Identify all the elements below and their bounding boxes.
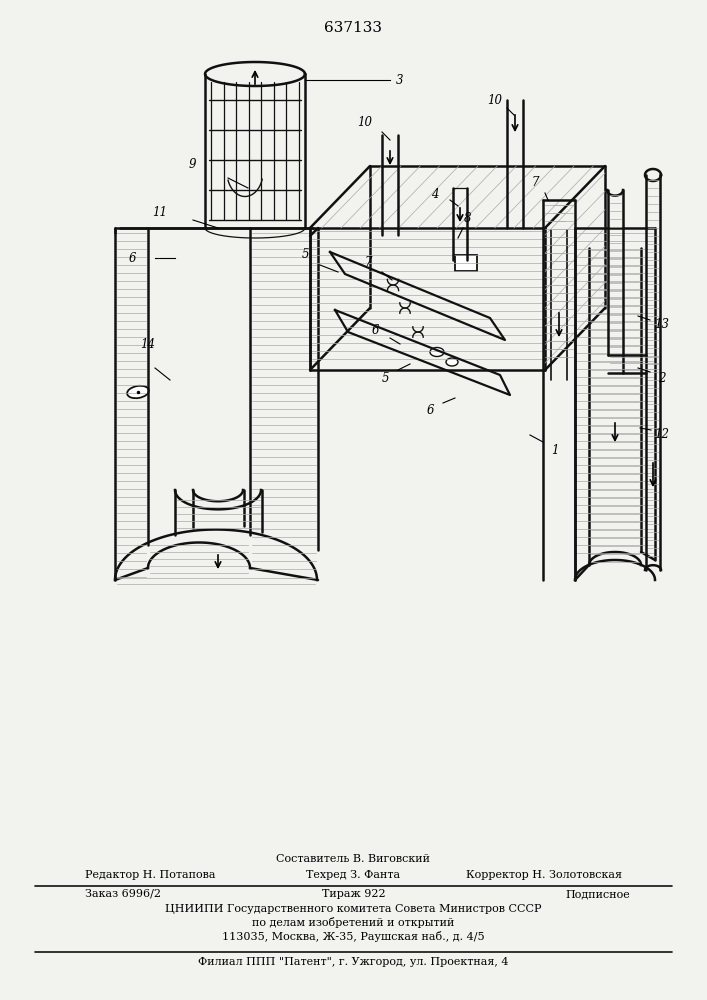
- Bar: [455, 255, 477, 271]
- Text: 113035, Москва, Ж-35, Раушская наб., д. 4/5: 113035, Москва, Ж-35, Раушская наб., д. …: [222, 932, 485, 942]
- Text: 6: 6: [371, 324, 379, 336]
- Text: 13: 13: [655, 318, 670, 332]
- Text: 10: 10: [488, 94, 503, 106]
- Text: Техред З. Фанта: Техред З. Фанта: [306, 870, 401, 880]
- Text: 2: 2: [658, 371, 666, 384]
- Text: 7: 7: [531, 176, 539, 190]
- Text: Заказ 6996/2: Заказ 6996/2: [85, 889, 160, 899]
- Text: 11: 11: [153, 207, 168, 220]
- Text: 10: 10: [358, 115, 373, 128]
- Text: 1: 1: [551, 444, 559, 456]
- Text: Составитель В. Виговский: Составитель В. Виговский: [276, 854, 431, 864]
- Text: 4: 4: [431, 188, 439, 202]
- Text: 3: 3: [396, 74, 404, 87]
- Ellipse shape: [430, 348, 444, 357]
- Text: Редактор Н. Потапова: Редактор Н. Потапова: [85, 870, 216, 880]
- Text: Корректор Н. Золотовская: Корректор Н. Золотовская: [466, 870, 622, 880]
- Text: 12: 12: [655, 428, 670, 442]
- Text: 14: 14: [141, 338, 156, 352]
- Text: 5: 5: [381, 371, 389, 384]
- Text: 5: 5: [301, 248, 309, 261]
- Text: по делам изобретений и открытий: по делам изобретений и открытий: [252, 918, 455, 928]
- Ellipse shape: [446, 358, 458, 366]
- Text: 637133: 637133: [324, 21, 382, 35]
- Text: 6: 6: [128, 251, 136, 264]
- Text: ЦНИИПИ Государственного комитета Совета Министров СССР: ЦНИИПИ Государственного комитета Совета …: [165, 904, 542, 914]
- Text: Тираж 922: Тираж 922: [322, 889, 385, 899]
- Text: 7: 7: [364, 255, 372, 268]
- Text: 6: 6: [426, 403, 434, 416]
- Text: Подписное: Подписное: [566, 889, 631, 899]
- Text: Филиал ППП "Патент", г. Ужгород, ул. Проектная, 4: Филиал ППП "Патент", г. Ужгород, ул. Про…: [198, 957, 509, 967]
- Text: 9: 9: [188, 158, 196, 172]
- Ellipse shape: [127, 386, 149, 398]
- Text: 8: 8: [464, 212, 472, 225]
